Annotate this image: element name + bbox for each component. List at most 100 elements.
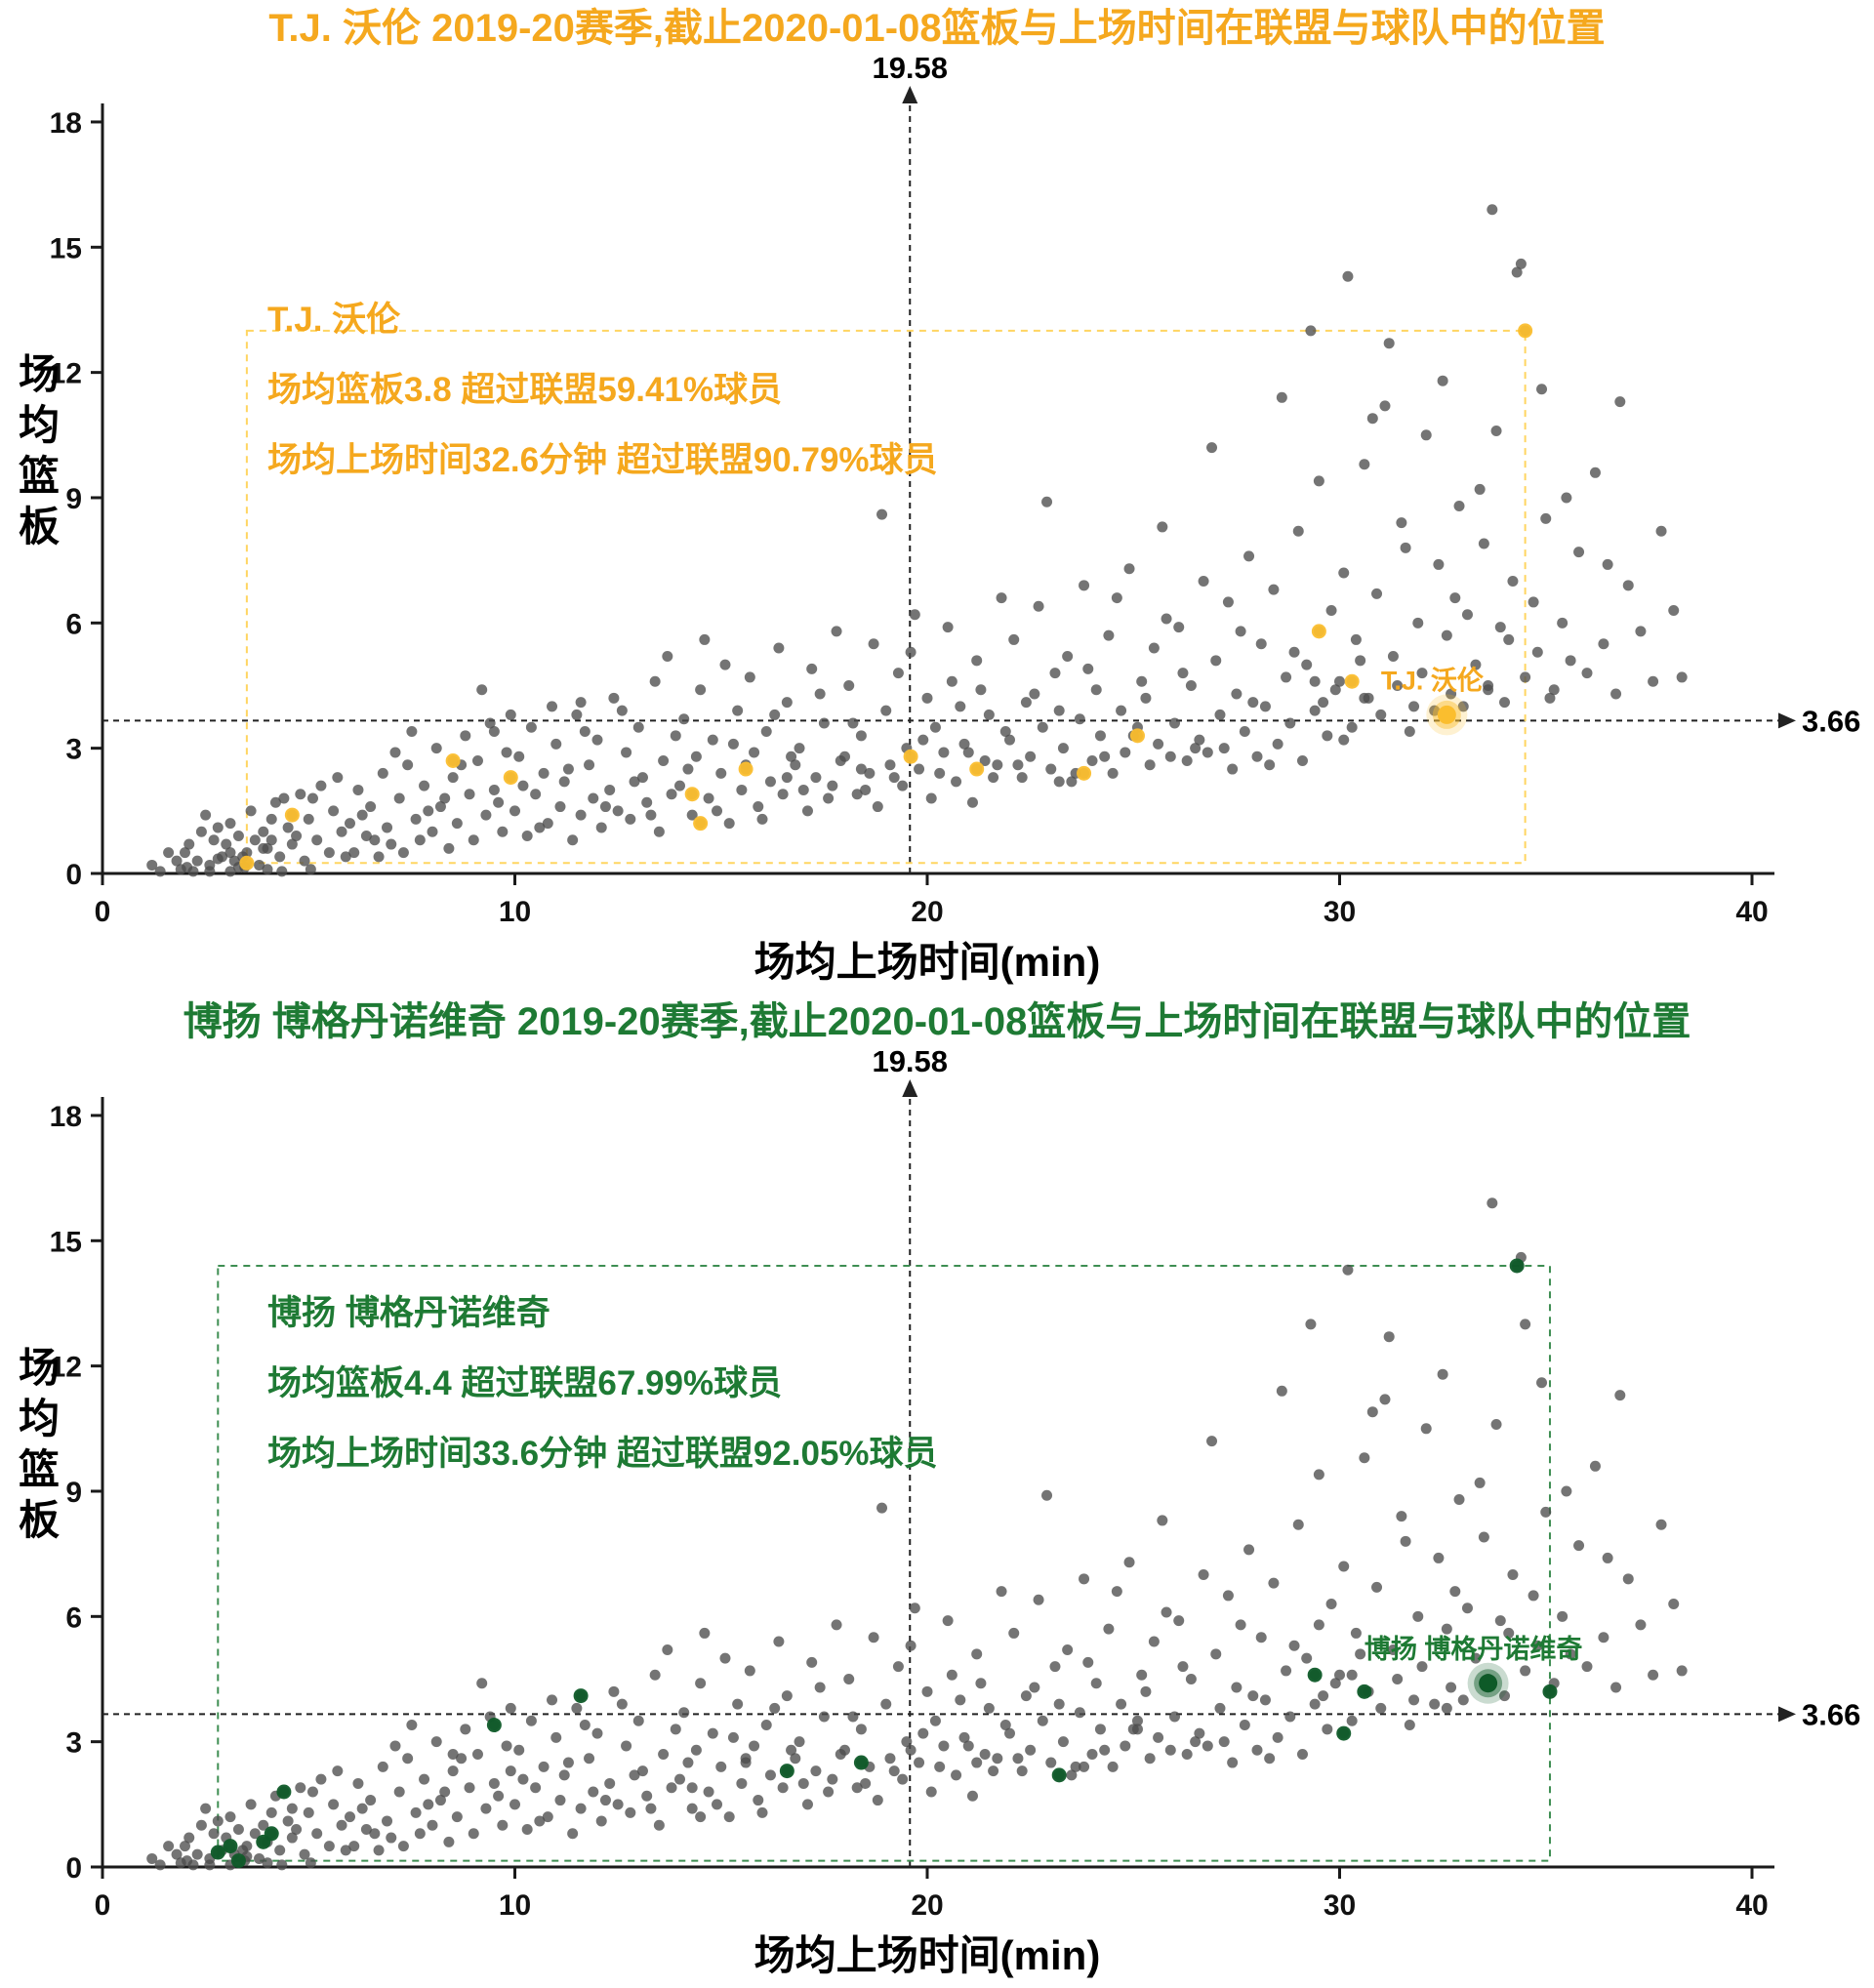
league-point bbox=[880, 1698, 892, 1710]
league-point bbox=[1296, 1748, 1308, 1760]
league-point bbox=[591, 734, 603, 746]
league-point bbox=[818, 717, 830, 729]
league-point bbox=[876, 508, 888, 520]
league-point bbox=[1400, 542, 1411, 553]
league-point bbox=[1355, 1648, 1366, 1660]
league-point bbox=[1116, 705, 1127, 716]
league-point bbox=[488, 784, 500, 795]
league-point bbox=[777, 789, 789, 800]
league-point bbox=[801, 1799, 813, 1810]
x-tick-label: 10 bbox=[499, 1889, 531, 1922]
league-point bbox=[1020, 697, 1032, 709]
team-point bbox=[1344, 673, 1360, 689]
league-point bbox=[1342, 270, 1354, 282]
league-point bbox=[1177, 1661, 1189, 1673]
league-point bbox=[414, 834, 426, 846]
league-point bbox=[571, 709, 583, 720]
league-point bbox=[1148, 1636, 1160, 1647]
league-point bbox=[1049, 1661, 1061, 1673]
league-point bbox=[1379, 1394, 1391, 1405]
team-point bbox=[693, 816, 709, 832]
league-point bbox=[1610, 688, 1622, 700]
league-point bbox=[951, 776, 962, 788]
league-point bbox=[712, 1799, 723, 1810]
league-point bbox=[1366, 1406, 1378, 1418]
league-point bbox=[1531, 646, 1543, 658]
league-point bbox=[286, 838, 298, 850]
league-point bbox=[897, 780, 909, 791]
league-mean-rebounds-label: 3.66 bbox=[1802, 1697, 1860, 1731]
league-point bbox=[1074, 1707, 1085, 1719]
league-point bbox=[975, 684, 987, 696]
league-point bbox=[1123, 1557, 1135, 1568]
league-point bbox=[958, 1731, 970, 1743]
league-point bbox=[427, 826, 438, 837]
league-point bbox=[377, 767, 388, 779]
league-point bbox=[1387, 651, 1399, 663]
league-point bbox=[1301, 659, 1313, 670]
league-point bbox=[678, 713, 690, 725]
x-tick-label: 20 bbox=[911, 1889, 943, 1922]
league-point bbox=[1161, 1606, 1172, 1618]
y-tick-label: 6 bbox=[65, 1602, 82, 1634]
league-point bbox=[971, 655, 983, 667]
league-point bbox=[938, 747, 950, 758]
league-point bbox=[1004, 734, 1015, 746]
league-point bbox=[1416, 1661, 1428, 1673]
league-point bbox=[810, 1765, 822, 1777]
annotation-line: 场均篮板4.4 超过联盟67.99%球员 bbox=[267, 1364, 782, 1402]
league-point bbox=[1598, 1632, 1609, 1643]
league-point bbox=[517, 1773, 529, 1785]
league-mean-rebounds-arrow bbox=[1778, 712, 1796, 729]
league-point bbox=[323, 1841, 335, 1852]
league-point bbox=[1177, 668, 1189, 679]
league-point bbox=[476, 1678, 488, 1689]
league-point bbox=[348, 847, 360, 859]
league-point bbox=[562, 763, 574, 775]
league-point bbox=[509, 805, 520, 817]
league-point bbox=[847, 717, 859, 729]
league-point bbox=[1264, 759, 1276, 771]
league-point bbox=[1404, 1720, 1415, 1731]
league-point bbox=[1272, 738, 1283, 750]
league-point bbox=[369, 1828, 381, 1840]
league-mean-minutes-label: 19.58 bbox=[872, 51, 948, 85]
league-point bbox=[1033, 600, 1044, 612]
league-point bbox=[715, 767, 727, 779]
league-point bbox=[1325, 1598, 1337, 1609]
league-point bbox=[1053, 776, 1065, 788]
league-point bbox=[1194, 734, 1205, 746]
league-point bbox=[864, 767, 876, 779]
league-point bbox=[171, 1848, 183, 1860]
league-point bbox=[1185, 679, 1197, 691]
league-point bbox=[265, 813, 277, 825]
league-point bbox=[1066, 1769, 1078, 1781]
league-point bbox=[579, 726, 591, 738]
league-point bbox=[1429, 1698, 1441, 1710]
league-point bbox=[1635, 626, 1647, 637]
league-point bbox=[575, 697, 587, 709]
league-point bbox=[699, 633, 711, 645]
league-point bbox=[591, 1727, 603, 1739]
league-point bbox=[525, 721, 537, 733]
league-point bbox=[1079, 580, 1090, 591]
team-point bbox=[684, 787, 700, 802]
league-point bbox=[1383, 338, 1395, 349]
league-point bbox=[464, 789, 475, 800]
league-point bbox=[1198, 576, 1209, 588]
league-point bbox=[1346, 1669, 1358, 1681]
league-point bbox=[1049, 668, 1061, 679]
league-point bbox=[1470, 1652, 1482, 1664]
league-point bbox=[942, 1615, 954, 1627]
league-point bbox=[632, 721, 644, 733]
league-point bbox=[1243, 1544, 1255, 1556]
league-point bbox=[1202, 1740, 1213, 1752]
league-point bbox=[1181, 1748, 1193, 1760]
team-range-box bbox=[217, 1264, 1551, 1862]
league-point bbox=[1053, 1698, 1065, 1710]
league-point bbox=[208, 1828, 220, 1840]
league-point bbox=[291, 1823, 303, 1835]
league-point bbox=[1565, 1648, 1576, 1660]
league-point bbox=[781, 1690, 793, 1702]
y-tick-label: 9 bbox=[65, 483, 82, 515]
